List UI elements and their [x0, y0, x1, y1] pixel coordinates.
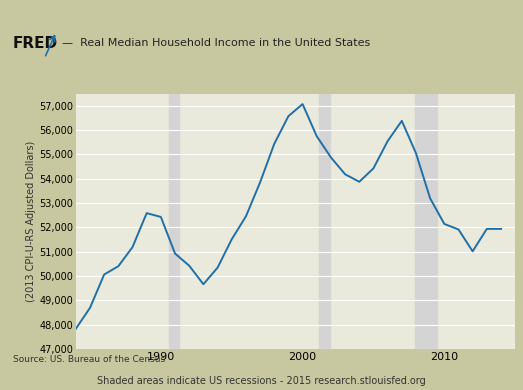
Text: —  Real Median Household Income in the United States: — Real Median Household Income in the Un…: [62, 38, 370, 48]
Text: FRED: FRED: [13, 35, 58, 51]
Y-axis label: (2013 CPI-U-RS Adjusted Dollars): (2013 CPI-U-RS Adjusted Dollars): [26, 141, 36, 302]
Text: Shaded areas indicate US recessions - 2015 research.stlouisfed.org: Shaded areas indicate US recessions - 20…: [97, 376, 426, 386]
Bar: [169, 94, 178, 349]
Bar: [319, 94, 330, 349]
Text: Source: US. Bureau of the Census: Source: US. Bureau of the Census: [13, 355, 165, 364]
Bar: [415, 94, 437, 349]
